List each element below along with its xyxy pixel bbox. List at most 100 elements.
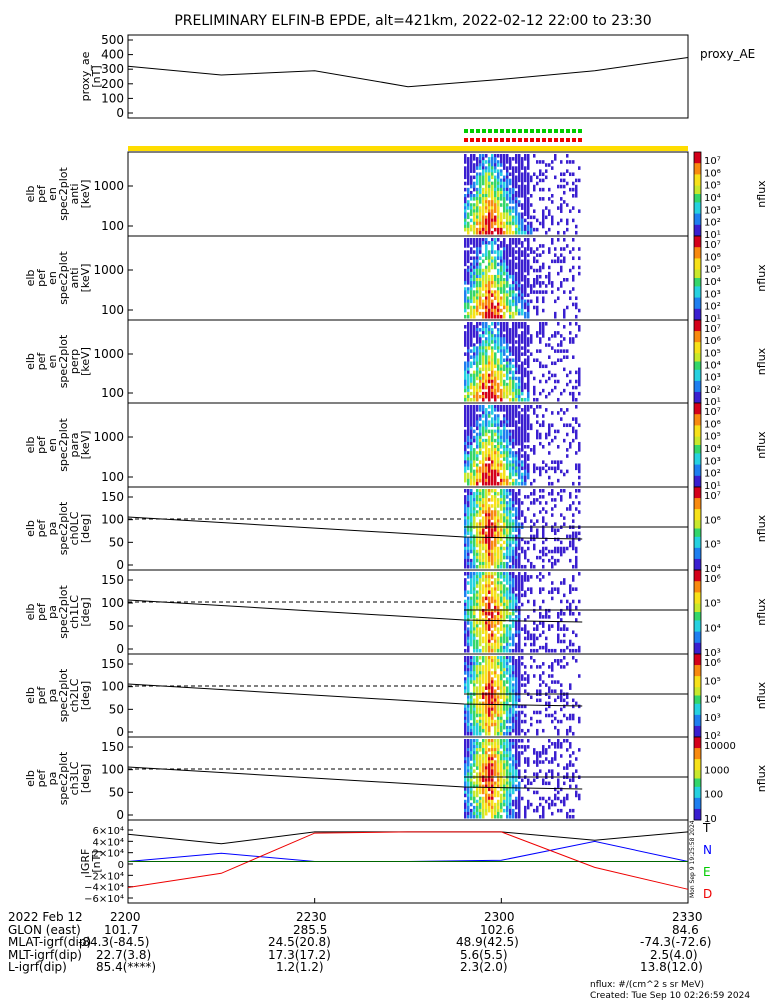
spectrogram-cell [485, 367, 488, 372]
spectrogram-cell [482, 754, 485, 758]
spectrogram-cell [569, 290, 572, 294]
spectrogram-cell [512, 501, 515, 505]
spectrogram-cell [518, 561, 521, 566]
spectrogram-cell [518, 781, 521, 786]
spectrogram-cell [464, 802, 467, 807]
spectrogram-cell [512, 784, 515, 789]
spectrogram-cell [512, 466, 515, 471]
spectrogram-cell [500, 808, 503, 813]
spectrogram-cell [488, 596, 491, 601]
spectrogram-cell [527, 435, 530, 440]
spectrogram-cell [506, 206, 509, 210]
spectrogram-cell [476, 478, 479, 483]
spectrogram-cell [467, 504, 470, 508]
spectrogram-cell [467, 608, 470, 613]
spectrogram-cell [500, 460, 503, 464]
spectrogram-cell [509, 215, 512, 220]
spectrogram-cell [482, 578, 485, 582]
spectrogram-cell [497, 561, 500, 566]
spectrogram-cell [524, 361, 527, 366]
spectrogram-cell [473, 250, 476, 254]
spectrogram-cell [527, 414, 530, 418]
spectrogram-cell [500, 587, 503, 591]
spectrogram-cell [464, 683, 467, 687]
spectrogram-cell [578, 370, 581, 375]
spectrogram-cell [482, 472, 485, 477]
spectrogram-cell [515, 209, 518, 213]
spectrogram-cell [554, 725, 557, 730]
spectrogram-cell [497, 308, 500, 313]
spectrogram-cell [512, 408, 515, 412]
spectrogram-cell [470, 322, 473, 326]
spectrogram-cell [476, 742, 479, 746]
spectrogram-cell [494, 534, 497, 539]
spectrogram-cell [476, 337, 479, 341]
spectrogram-cell [509, 481, 512, 486]
spectrogram-cell [473, 656, 476, 660]
spectrogram-cell [494, 695, 497, 700]
spectrogram-cell [494, 745, 497, 749]
spectrogram-cell [500, 498, 503, 502]
spectrogram-cell [566, 218, 569, 223]
spectrogram-cell [515, 346, 518, 350]
spectrogram-cell [494, 265, 497, 270]
spectrogram-cell [488, 546, 491, 551]
spectrogram-cell [506, 677, 509, 681]
spectrogram-cell [518, 605, 521, 610]
spectrogram-cell [470, 397, 473, 402]
colorbar-tick: 10¹ [704, 397, 721, 408]
spectrogram-cell [527, 438, 530, 443]
spectrogram-cell [476, 534, 479, 539]
spectrogram-cell [527, 454, 530, 458]
spectrogram-cell [518, 379, 521, 384]
spectrogram-cell [476, 639, 479, 644]
spectrogram-cell [479, 355, 482, 359]
spectrogram-cell [491, 787, 494, 792]
spectrogram-cell [548, 247, 551, 251]
spectrogram-cell [569, 725, 572, 730]
spectrogram-cell [494, 284, 497, 288]
spectrogram-cell [545, 206, 548, 210]
spectrogram-cell [464, 293, 467, 297]
spectrogram-cell [506, 221, 509, 226]
spectrogram-cell [500, 355, 503, 359]
spectrogram-cell [473, 154, 476, 158]
spectrogram-cell [527, 379, 530, 384]
spectrogram-cell [509, 757, 512, 761]
spectrogram-cell [473, 689, 476, 693]
spectrogram-cell [488, 605, 491, 610]
spectrogram-cell [482, 373, 485, 378]
spectrogram-cell [479, 224, 482, 229]
spectrogram-cell [467, 157, 470, 161]
spectrogram-cell [515, 608, 518, 613]
spectrogram-cell [464, 287, 467, 291]
spectrogram-cell [527, 587, 530, 591]
spectrogram-cell [560, 627, 563, 631]
spectrogram-cell [482, 411, 485, 415]
spectrogram-cell [479, 284, 482, 288]
spectrogram-cell [476, 713, 479, 718]
ytick-label: 150 [101, 573, 124, 587]
spectrogram-cell [479, 665, 482, 669]
spectrogram-cell [479, 686, 482, 690]
spectrogram-cell [497, 271, 500, 276]
spectrogram-cell [479, 209, 482, 213]
spectrogram-cell [482, 241, 485, 245]
spectrogram-cell [497, 739, 500, 743]
colorbar-cell [694, 609, 701, 613]
spectrogram-cell [479, 293, 482, 297]
spectrogram-cell [524, 293, 527, 297]
spectrogram-cell [578, 572, 581, 576]
spectrogram-cell [494, 642, 497, 647]
spectrogram-cell [521, 581, 524, 585]
spectrogram-cell [497, 420, 500, 424]
spectrogram-cell [485, 648, 488, 653]
spectrogram-cell [494, 334, 497, 338]
spectrogram-cell [482, 742, 485, 746]
spectrogram-cell [491, 689, 494, 693]
spectrogram-cell [500, 224, 503, 229]
spectrogram-cell [533, 710, 536, 715]
spectrogram-cell [467, 710, 470, 715]
spectrogram-cell [482, 238, 485, 242]
spectrogram-cell [506, 778, 509, 783]
